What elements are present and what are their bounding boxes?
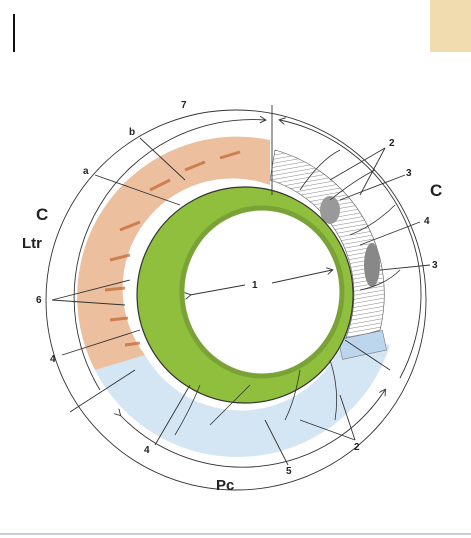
label: 3 xyxy=(432,260,438,271)
label: Ltr xyxy=(22,235,42,252)
label: Pc xyxy=(216,477,234,494)
label: 7 xyxy=(181,100,187,111)
label: 4 xyxy=(50,354,56,365)
label: 2 xyxy=(354,442,360,453)
label: C xyxy=(36,205,48,224)
label: b xyxy=(129,127,135,138)
nucleus xyxy=(364,243,380,287)
thumbnail xyxy=(430,0,471,52)
label: 6 xyxy=(36,295,42,306)
label: 4 xyxy=(424,216,430,227)
label: 4 xyxy=(144,445,150,456)
page: 7 b a 2 3 C 4 3 C Ltr 1 6 4 4 5 2 Pc xyxy=(0,0,471,538)
label: 2 xyxy=(389,138,395,149)
label: 3 xyxy=(406,168,412,179)
label: 1 xyxy=(252,280,258,291)
label: 5 xyxy=(286,466,292,477)
label: a xyxy=(83,166,89,177)
diagram xyxy=(46,105,430,490)
label: C xyxy=(430,181,442,200)
